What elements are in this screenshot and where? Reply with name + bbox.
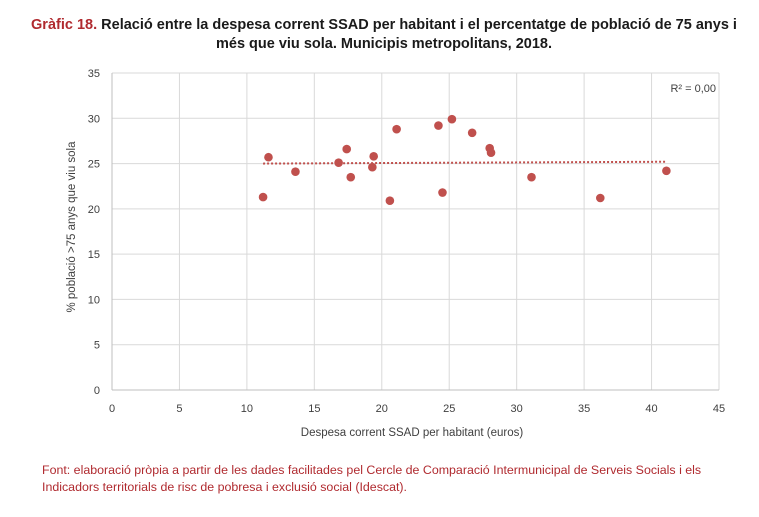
data-point xyxy=(486,148,496,158)
data-point xyxy=(527,172,536,182)
y-tick-label: 5 xyxy=(94,340,100,352)
chart-title: Gràfic 18. Relació entre la despesa corr… xyxy=(28,16,740,54)
data-point xyxy=(264,152,273,162)
chart-title-text: Relació entre la despesa corrent SSAD pe… xyxy=(101,17,737,52)
data-point xyxy=(385,196,395,206)
data-point xyxy=(662,166,671,176)
axes xyxy=(111,73,719,391)
data-point xyxy=(447,114,457,124)
y-tick-label: 0 xyxy=(94,385,100,397)
x-tick-label: 45 xyxy=(713,403,725,415)
y-tick-label: 30 xyxy=(88,113,100,125)
scatter-chart: 0 5 10 15 20 25 30 35 0 5 10 15 20 25 30 35 40 45 R² = 0,… xyxy=(66,68,725,439)
data-points xyxy=(258,114,671,206)
trendline-segment xyxy=(263,160,667,165)
y-axis-label: % població >75 anys que viu sola xyxy=(66,141,78,313)
data-point xyxy=(595,193,605,203)
data-point xyxy=(368,162,377,172)
trendline xyxy=(263,160,667,165)
data-point xyxy=(342,144,352,154)
data-point xyxy=(258,192,268,202)
data-point xyxy=(438,188,447,197)
x-axis-label: Despesa corrent SSAD per habitant (euros… xyxy=(301,427,524,439)
y-tick-label: 35 xyxy=(88,68,100,80)
data-point xyxy=(467,128,477,138)
chart-title-label: Gràfic 18. xyxy=(31,17,98,33)
tick-labels: 0 5 10 15 20 25 30 35 0 5 10 15 20 25 30 35 40 45 xyxy=(88,68,725,415)
grid-lines xyxy=(112,72,720,390)
x-tick-label: 35 xyxy=(578,403,590,415)
x-tick-label: 5 xyxy=(176,403,182,415)
x-tick-label: 20 xyxy=(376,403,388,415)
y-tick-label: 15 xyxy=(88,249,100,261)
x-tick-label: 0 xyxy=(109,403,115,415)
y-tick-label: 25 xyxy=(88,159,100,171)
r-squared-annotation: R² = 0,00 xyxy=(670,83,716,95)
x-tick-label: 40 xyxy=(645,403,657,415)
y-tick-label: 20 xyxy=(88,204,100,216)
y-tick-label: 10 xyxy=(88,294,100,306)
data-point xyxy=(434,121,443,130)
x-tick-label: 15 xyxy=(308,403,320,415)
x-tick-label: 10 xyxy=(241,403,253,415)
data-point xyxy=(291,167,300,177)
data-point xyxy=(346,172,356,182)
source-note: Font: elaboració pròpia a partir de les … xyxy=(42,463,702,494)
data-point xyxy=(392,124,401,134)
x-tick-label: 30 xyxy=(511,403,523,415)
data-point xyxy=(369,152,378,161)
x-tick-label: 25 xyxy=(443,403,455,415)
data-point xyxy=(334,158,343,167)
